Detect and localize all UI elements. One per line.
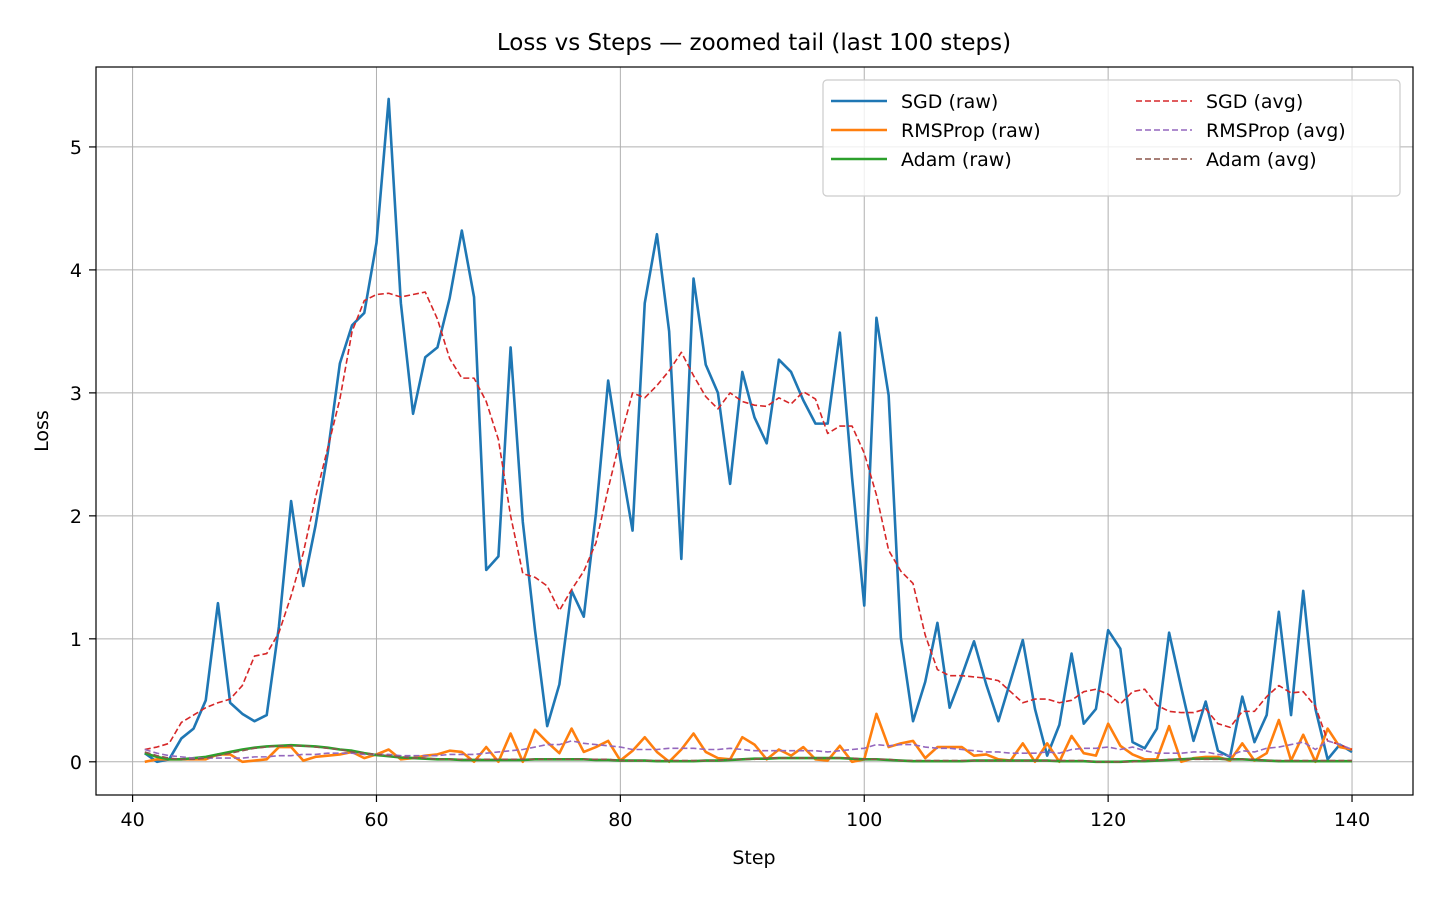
- legend-label: RMSProp (avg): [1206, 120, 1346, 142]
- legend-label: Adam (raw): [901, 149, 1012, 171]
- chart-title: Loss vs Steps — zoomed tail (last 100 st…: [497, 30, 1011, 56]
- legend-box: [822, 79, 1401, 197]
- x-tick-label: 60: [364, 809, 388, 831]
- x-tick-label: 80: [608, 809, 632, 831]
- series-line-rmsprop-avg: [144, 740, 1353, 759]
- series-line-sgd-avg: [144, 291, 1353, 751]
- x-tick-label: 40: [120, 809, 144, 831]
- legend-label: Adam (avg): [1206, 149, 1317, 171]
- x-tick-label: 140: [1334, 809, 1370, 831]
- y-tick-label: 1: [70, 629, 82, 651]
- y-tick-label: 5: [70, 137, 82, 159]
- y-tick-label: 0: [70, 752, 82, 774]
- x-tick-label: 100: [846, 809, 882, 831]
- x-tick-label: 120: [1090, 809, 1126, 831]
- legend-label: SGD (raw): [901, 91, 998, 113]
- series-line-sgd-raw: [144, 97, 1353, 764]
- plot-frame: [95, 66, 1414, 796]
- series-layer: [144, 97, 1353, 764]
- legend: SGD (raw) RMSProp (raw) Adam (raw) SGD (avg…: [822, 79, 1401, 197]
- y-axis-label: Loss: [31, 410, 53, 452]
- grid-lines: [96, 67, 1413, 795]
- axis-ticks: 40 60 80 100 120 140 0 1 2 3 4 5: [70, 137, 1370, 831]
- legend-label: SGD (avg): [1206, 91, 1303, 113]
- y-tick-label: 4: [70, 260, 82, 282]
- series-line-adam-avg: [144, 745, 1353, 763]
- y-tick-label: 3: [70, 383, 82, 405]
- legend-label: RMSProp (raw): [901, 120, 1041, 142]
- y-tick-label: 2: [70, 506, 82, 528]
- x-axis-label: Step: [732, 847, 775, 869]
